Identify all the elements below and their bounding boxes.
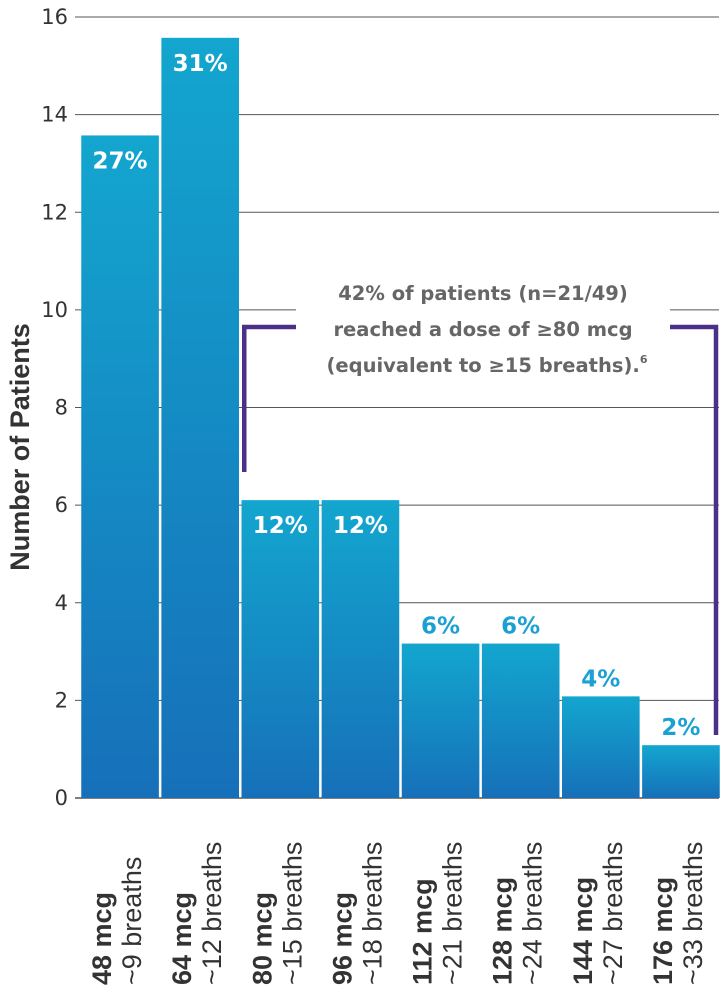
category-label: 48 mcg ~9 breaths bbox=[87, 857, 147, 985]
y-tick-label: 6 bbox=[55, 493, 68, 517]
y-tick-label: 0 bbox=[55, 786, 68, 810]
category-dose: 144 mcg bbox=[568, 877, 598, 985]
data-label: 6% bbox=[501, 614, 540, 640]
category-label: 96 mcg ~18 breaths bbox=[327, 842, 387, 985]
category-breaths: ~21 breaths bbox=[438, 842, 468, 985]
category-dose: 128 mcg bbox=[488, 877, 518, 985]
category-dose: 176 mcg bbox=[648, 877, 678, 985]
category-dose: 64 mcg bbox=[167, 892, 197, 985]
category-breaths: ~33 breaths bbox=[678, 842, 708, 985]
data-label: 4% bbox=[581, 666, 620, 692]
category-label: 128 mcg ~24 breaths bbox=[488, 842, 548, 985]
data-label: 6% bbox=[421, 614, 460, 640]
bar bbox=[241, 500, 320, 798]
bar bbox=[321, 500, 400, 798]
data-labels: 27% 31% 12% 12% 6% 6% 4% 2% bbox=[93, 51, 701, 741]
bar bbox=[642, 745, 720, 798]
category-breaths: ~24 breaths bbox=[518, 842, 548, 985]
y-tick-label: 2 bbox=[55, 688, 68, 712]
y-tick-label: 12 bbox=[41, 200, 68, 224]
category-label: 144 mcg ~27 breaths bbox=[568, 842, 628, 985]
category-breaths: ~27 breaths bbox=[598, 842, 628, 985]
y-tick-label: 16 bbox=[41, 5, 68, 29]
annotation-line-3-text: (equivalent to ≥15 breaths). bbox=[327, 354, 640, 377]
annotation-background bbox=[296, 268, 670, 382]
data-label: 27% bbox=[93, 148, 148, 174]
category-label: 112 mcg ~21 breaths bbox=[408, 842, 468, 985]
bar bbox=[401, 643, 480, 798]
y-tick-label: 14 bbox=[41, 103, 68, 127]
annotation-line-2: reached a dose of ≥80 mcg bbox=[333, 318, 632, 341]
data-label: 2% bbox=[661, 715, 700, 741]
category-label: 176 mcg ~33 breaths bbox=[648, 842, 708, 985]
y-tick-label: 4 bbox=[55, 591, 68, 615]
category-breaths: ~12 breaths bbox=[197, 842, 227, 985]
category-breaths: ~9 breaths bbox=[117, 857, 147, 985]
category-label: 64 mcg ~12 breaths bbox=[167, 842, 227, 985]
category-breaths: ~18 breaths bbox=[357, 842, 387, 985]
category-dose: 96 mcg bbox=[327, 892, 357, 985]
bar bbox=[81, 135, 159, 798]
data-label: 12% bbox=[253, 513, 308, 539]
data-label: 31% bbox=[173, 51, 228, 77]
annotation-line-1: 42% of patients (n=21/49) bbox=[338, 282, 628, 305]
annotation-footnote: 6 bbox=[640, 353, 648, 366]
y-axis-label: Number of Patients bbox=[5, 323, 35, 571]
bars bbox=[81, 37, 720, 798]
category-dose: 112 mcg bbox=[408, 878, 438, 985]
bar bbox=[562, 696, 640, 798]
category-breaths: ~15 breaths bbox=[277, 842, 307, 985]
y-tick-label: 8 bbox=[55, 396, 68, 420]
x-axis-categories: 48 mcg ~9 breaths 64 mcg ~12 breaths 80 mcg ~… bbox=[87, 842, 708, 985]
bar bbox=[161, 37, 239, 798]
category-dose: 48 mcg bbox=[87, 892, 117, 985]
category-dose: 80 mcg bbox=[247, 892, 277, 985]
bracket: 42% of patients (n=21/49) reached a dose… bbox=[242, 268, 719, 735]
category-label: 80 mcg ~15 breaths bbox=[247, 842, 307, 985]
bar bbox=[481, 643, 560, 798]
y-tick-label: 10 bbox=[41, 298, 68, 322]
annotation-line-3: (equivalent to ≥15 breaths).6 bbox=[327, 353, 648, 377]
y-axis-ticks: 0 2 4 6 8 10 12 14 16 bbox=[41, 5, 68, 810]
data-label: 12% bbox=[333, 513, 388, 539]
